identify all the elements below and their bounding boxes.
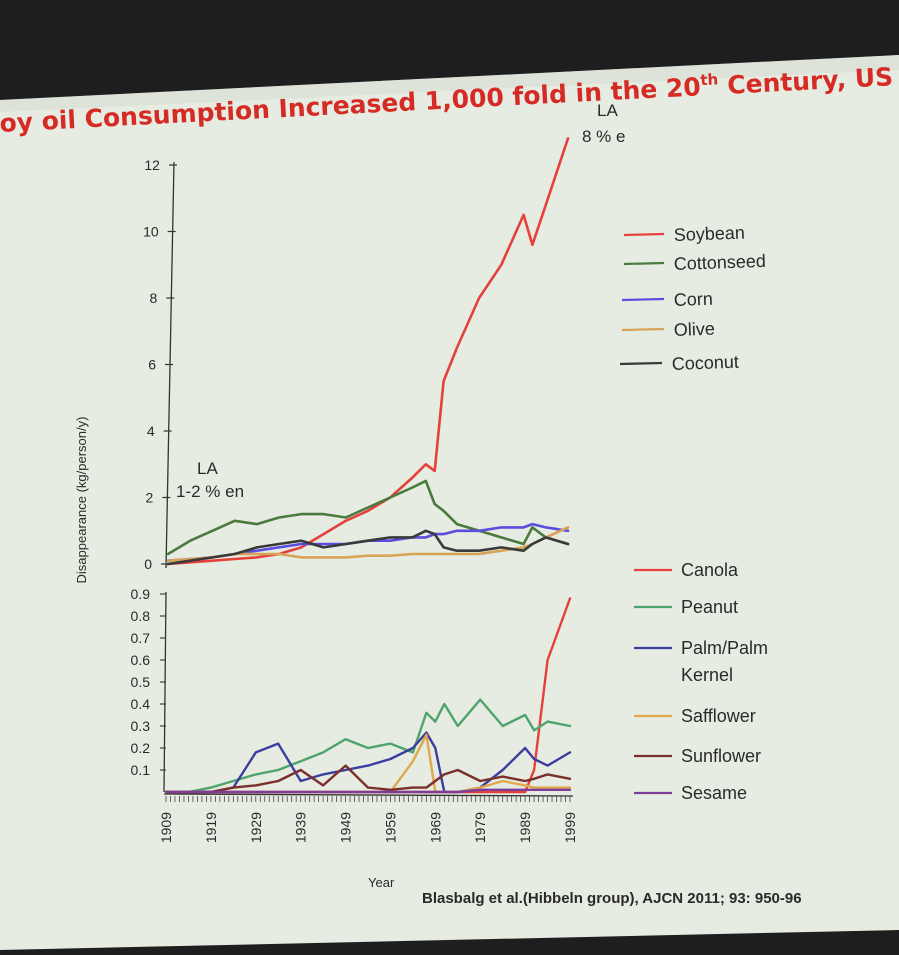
annotation-la-low-line2: 1-2 % en bbox=[176, 482, 244, 501]
bottom-y-tick-label: 0.5 bbox=[131, 674, 151, 690]
bottom-y-tick-label: 0.2 bbox=[131, 740, 151, 756]
series-line-sunflower bbox=[164, 764, 572, 794]
bottom-y-tick-label: 0.4 bbox=[131, 696, 151, 712]
bottom-y-tick-label: 0.6 bbox=[131, 652, 151, 668]
bottom-y-tick-label: 0.8 bbox=[131, 608, 151, 624]
top-y-tick-label: 10 bbox=[143, 224, 159, 240]
bottom-series-group bbox=[164, 597, 572, 794]
top-series-group bbox=[166, 137, 570, 566]
bottom-y-tick-label: 0.9 bbox=[131, 586, 151, 602]
series-line-palm-palm-kernel bbox=[164, 731, 572, 794]
x-tick-label: 1959 bbox=[382, 812, 398, 843]
bottom-legend: Canola Peanut Palm/Palm Kernel Safflower Sunf… bbox=[634, 560, 768, 803]
legend-label-sesame: Sesame bbox=[681, 783, 747, 803]
top-y-tick-label: 4 bbox=[147, 423, 155, 439]
bottom-y-axis bbox=[163, 591, 167, 793]
legend-label-peanut: Peanut bbox=[681, 597, 738, 617]
legend-label-coconut: Coconut bbox=[671, 352, 739, 374]
series-line-coconut bbox=[166, 529, 570, 566]
series-line-soybean bbox=[166, 137, 570, 566]
x-tick-label: 1919 bbox=[203, 812, 219, 843]
legend-label-palm-palm-kernel-line1: Palm/Palm bbox=[681, 638, 768, 658]
bottom-y-tick-label: 0.7 bbox=[131, 630, 151, 646]
top-y-tick-label: 8 bbox=[150, 290, 158, 306]
legend-label-safflower: Safflower bbox=[681, 706, 756, 726]
series-line-sesame bbox=[164, 788, 572, 794]
series-line-cottonseed bbox=[166, 479, 570, 556]
x-tick-label: 1969 bbox=[427, 812, 443, 843]
legend-swatch-olive bbox=[621, 327, 665, 332]
x-ticks: 1909 1919 1929 1939 1949 1959 1969 1979 1989 1999 bbox=[158, 796, 578, 843]
y-axis-label: Disappearance (kg/person/y) bbox=[74, 417, 89, 584]
top-y-tick-label: 0 bbox=[144, 556, 152, 572]
x-axis-label: Year bbox=[368, 875, 395, 890]
legend-label-olive: Olive bbox=[673, 319, 715, 340]
x-tick-label: 1989 bbox=[517, 812, 533, 843]
bottom-y-ticks: 0.1 0.2 0.3 0.4 0.5 0.6 0.7 0.8 0.9 bbox=[131, 586, 166, 778]
slide-background bbox=[0, 55, 899, 950]
bottom-y-tick-label: 0.3 bbox=[131, 718, 151, 734]
legend-swatch-cottonseed bbox=[623, 261, 665, 266]
series-line-peanut bbox=[164, 698, 572, 794]
legend-swatch-soybean bbox=[623, 232, 665, 237]
x-tick-label: 1909 bbox=[158, 812, 174, 843]
legend-label-palm-palm-kernel-line2: Kernel bbox=[681, 665, 733, 685]
x-tick-label: 1929 bbox=[248, 812, 264, 843]
x-tick-label: 1949 bbox=[338, 812, 354, 843]
annotation-la-high-line1: LA bbox=[597, 101, 618, 120]
legend-label-canola: Canola bbox=[681, 560, 739, 580]
annotation-la-low-line1: LA bbox=[197, 459, 218, 478]
x-tick-label: 1939 bbox=[293, 812, 309, 843]
legend-label-sunflower: Sunflower bbox=[681, 746, 761, 766]
top-legend: Soybean Cottonseed Corn Olive Coconut bbox=[619, 223, 766, 374]
x-tick-label: 1999 bbox=[562, 812, 578, 843]
series-line-corn bbox=[166, 522, 570, 563]
top-y-tick-label: 12 bbox=[144, 157, 160, 173]
legend-swatch-corn bbox=[621, 297, 665, 302]
legend-label-soybean: Soybean bbox=[673, 223, 745, 245]
legend-label-corn: Corn bbox=[673, 289, 713, 310]
legend-label-cottonseed: Cottonseed bbox=[673, 251, 766, 274]
legend-swatch-coconut bbox=[619, 361, 663, 366]
top-y-tick-label: 6 bbox=[148, 357, 156, 373]
annotation-la-high-line2: 8 % e bbox=[582, 127, 625, 146]
top-y-tick-label: 2 bbox=[146, 490, 154, 506]
citation: Blasbalg et al.(Hibbeln group), AJCN 201… bbox=[422, 890, 802, 907]
slide-vignette bbox=[0, 55, 899, 112]
x-tick-label: 1979 bbox=[472, 812, 488, 843]
bottom-y-tick-label: 0.1 bbox=[131, 762, 151, 778]
bottom-x-axis bbox=[163, 793, 574, 797]
